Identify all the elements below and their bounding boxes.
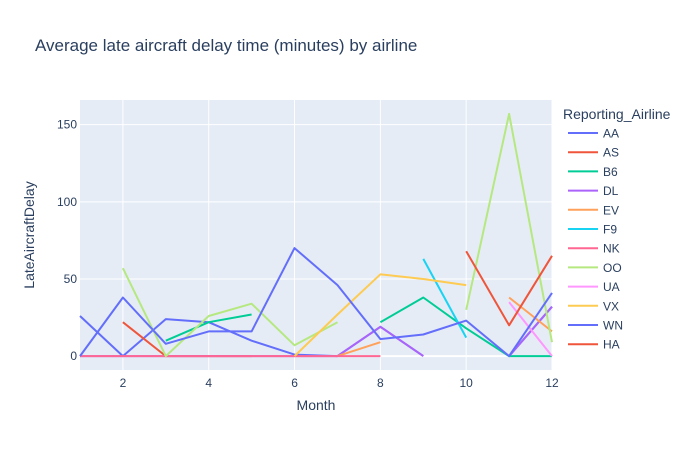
legend-label: DL (603, 184, 619, 198)
legend-label: WN (603, 319, 623, 333)
legend: Reporting_Airline AA AS B6 DL EV F9 NK OO UA VX WN… (563, 106, 671, 352)
legend-label: VX (603, 299, 619, 313)
legend-item-nk[interactable]: NK (568, 242, 620, 256)
legend-item-vx[interactable]: VX (568, 299, 619, 313)
chart-title: Average late aircraft delay time (minute… (35, 36, 417, 55)
y-tick-label: 50 (64, 272, 78, 286)
x-tick-label: 4 (205, 376, 212, 390)
legend-label: HA (603, 338, 620, 352)
legend-item-b6[interactable]: B6 (568, 165, 618, 179)
y-tick-labels: 0 50 100 150 (57, 118, 77, 363)
legend-item-ua[interactable]: UA (568, 280, 620, 294)
x-axis-label: Month (297, 397, 336, 413)
legend-label: B6 (603, 165, 618, 179)
legend-item-ev[interactable]: EV (568, 203, 619, 217)
x-tick-label: 2 (120, 376, 127, 390)
legend-item-wn[interactable]: WN (568, 319, 623, 333)
legend-label: F9 (603, 223, 617, 237)
legend-label: AA (603, 127, 619, 141)
series-line-b6 (165, 296, 552, 358)
x-tick-label: 10 (460, 376, 474, 390)
legend-items: AA AS B6 DL EV F9 NK OO UA VX WN HA (568, 127, 623, 352)
legend-item-dl[interactable]: DL (568, 184, 619, 198)
series-line-ev (337, 296, 553, 358)
series-line-vx (293, 273, 467, 357)
legend-label: NK (603, 242, 620, 256)
legend-label: OO (603, 261, 622, 275)
legend-label: UA (603, 280, 620, 294)
legend-item-f9[interactable]: F9 (568, 223, 617, 237)
y-tick-label: 0 (70, 349, 77, 363)
legend-item-ha[interactable]: HA (568, 338, 620, 352)
series-line-oo (122, 112, 553, 358)
legend-title: Reporting_Airline (563, 106, 671, 122)
x-tick-labels: 2 4 6 8 10 12 (120, 376, 559, 390)
legend-item-oo[interactable]: OO (568, 261, 622, 275)
series-layer (79, 112, 553, 358)
plot-background (80, 100, 552, 370)
legend-label: EV (603, 203, 619, 217)
y-axis-label: LateAircraftDelay (21, 181, 37, 288)
legend-item-as[interactable]: AS (568, 146, 619, 160)
series-line-wn (79, 247, 553, 358)
series-line-ha (465, 250, 553, 327)
x-tick-label: 12 (545, 376, 559, 390)
legend-item-aa[interactable]: AA (568, 127, 619, 141)
legend-label: AS (603, 146, 619, 160)
series-line-ua (508, 301, 553, 357)
x-tick-label: 6 (291, 376, 298, 390)
y-tick-label: 150 (57, 118, 77, 132)
x-tick-label: 8 (377, 376, 384, 390)
series-line-f9 (422, 258, 468, 339)
y-tick-label: 100 (57, 195, 77, 209)
